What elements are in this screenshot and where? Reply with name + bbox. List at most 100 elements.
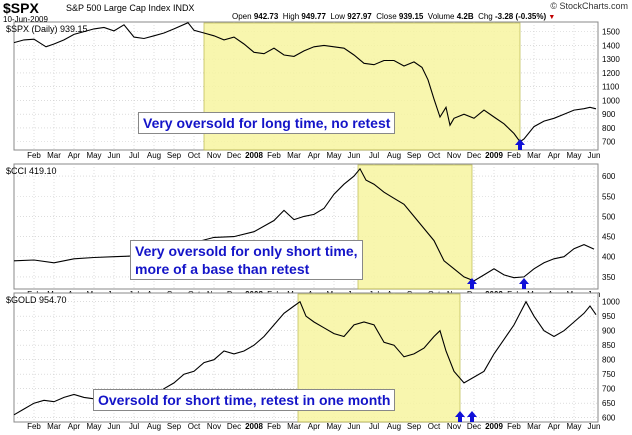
y-tick-label: 600	[602, 414, 616, 423]
volume-label: Volume	[427, 12, 455, 21]
x-tick-label: Jul	[369, 422, 379, 431]
y-tick-label: 1100	[602, 83, 620, 92]
x-tick-label: Feb	[27, 151, 41, 160]
y-tick-label: 450	[602, 233, 616, 242]
x-tick-label: 2008	[245, 422, 263, 431]
exchange: INDX	[172, 3, 195, 13]
y-tick-label: 950	[602, 312, 616, 321]
x-tick-label: Jun	[588, 422, 601, 431]
y-tick-label: 700	[602, 138, 616, 147]
x-tick-label: Nov	[207, 151, 221, 160]
panel-label-gold: $GOLD 954.70	[6, 295, 67, 305]
close-label: Close	[376, 12, 397, 21]
price-line	[13, 22, 597, 143]
x-tick-label: Dec	[227, 422, 241, 431]
y-tick-label: 850	[602, 341, 616, 350]
x-tick-label: Apr	[308, 151, 321, 160]
x-tick-label: Apr	[308, 422, 321, 431]
up-arrow-icon	[467, 278, 477, 289]
x-tick-label: Sep	[167, 422, 182, 431]
x-tick-label: Jun	[588, 151, 601, 160]
x-tick-label: 2009	[485, 151, 503, 160]
x-tick-label: May	[86, 422, 101, 431]
x-tick-label: Aug	[147, 422, 161, 431]
x-tick-label: Aug	[387, 151, 401, 160]
x-tick-label: Oct	[188, 422, 201, 431]
y-tick-label: 350	[602, 273, 616, 282]
x-tick-label: Mar	[47, 422, 61, 431]
y-tick-label: 1500	[602, 28, 620, 37]
x-tick-label: Apr	[548, 151, 561, 160]
x-tick-label: Apr	[548, 422, 561, 431]
quote-date: 10-Jun-2009	[3, 15, 48, 24]
y-tick-label: 550	[602, 192, 616, 201]
x-tick-label: Dec	[227, 151, 241, 160]
x-tick-label: Jun	[108, 422, 121, 431]
annotation-cci-line1: Very oversold for only short time,	[135, 243, 358, 259]
x-tick-label: Nov	[447, 151, 461, 160]
x-tick-label: Aug	[387, 422, 401, 431]
x-tick-label: Mar	[527, 151, 541, 160]
down-arrow-icon: ▼	[548, 14, 556, 21]
symbol-title: $SPX	[3, 0, 39, 16]
x-tick-label: May	[566, 151, 581, 160]
low-label: Low	[330, 12, 346, 21]
oversold-highlight	[357, 164, 473, 290]
x-tick-label: Jun	[348, 151, 361, 160]
up-arrow-icon	[519, 278, 529, 289]
y-tick-label: 750	[602, 370, 616, 379]
x-tick-label: Mar	[287, 422, 301, 431]
high-label: High	[282, 12, 300, 21]
up-arrow-icon	[467, 411, 477, 422]
y-tick-label: 1000	[602, 298, 620, 307]
x-tick-label: Oct	[428, 151, 441, 160]
x-tick-label: May	[326, 422, 341, 431]
x-tick-label: Jun	[348, 422, 361, 431]
x-tick-label: Nov	[447, 422, 461, 431]
symbol-description: S&P 500 Large Cap Index INDX	[66, 3, 194, 13]
index-name: S&P 500 Large Cap Index	[66, 3, 171, 13]
open-value: 942.73	[253, 12, 279, 21]
quote-bar: Open 942.73 High 949.77 Low 927.97 Close…	[232, 12, 555, 21]
close-value: 939.15	[398, 12, 424, 21]
x-tick-label: Mar	[527, 422, 541, 431]
y-tick-label: 1400	[602, 41, 620, 50]
y-tick-label: 400	[602, 253, 616, 262]
annotation-gold: Oversold for short time, retest in one m…	[93, 389, 396, 411]
y-tick-label: 800	[602, 356, 616, 365]
x-tick-label: Feb	[267, 422, 281, 431]
high-value: 949.77	[301, 12, 326, 21]
panel-label-spx: $SPX (Daily) 939.15	[6, 24, 88, 34]
y-tick-label: 500	[602, 212, 616, 221]
volume-value: 4.2B	[456, 12, 474, 21]
open-label: Open	[232, 12, 252, 21]
y-tick-label: 700	[602, 385, 616, 394]
y-tick-label: 600	[602, 172, 616, 181]
x-tick-label: May	[566, 422, 581, 431]
y-tick-label: 900	[602, 110, 616, 119]
low-value: 927.97	[347, 12, 372, 21]
annotation-spx: Very oversold for long time, no retest	[138, 112, 396, 134]
x-tick-label: Jul	[129, 422, 139, 431]
x-tick-label: Feb	[507, 422, 521, 431]
annotation-cci-line2: more of a base than retest	[135, 261, 310, 277]
y-tick-label: 800	[602, 124, 616, 133]
x-tick-label: Dec	[467, 422, 481, 431]
y-tick-label: 900	[602, 327, 616, 336]
panel-label-cci: $CCI 419.10	[6, 166, 57, 176]
x-tick-label: Jul	[129, 151, 139, 160]
annotation-cci: Very oversold for only short time, more o…	[130, 240, 363, 280]
y-tick-label: 1200	[602, 69, 620, 78]
x-tick-label: Nov	[207, 422, 221, 431]
x-tick-label: Sep	[407, 422, 422, 431]
x-tick-label: Jul	[369, 151, 379, 160]
x-tick-label: 2008	[245, 151, 263, 160]
x-tick-label: Mar	[287, 151, 301, 160]
x-tick-label: Dec	[467, 151, 481, 160]
x-tick-label: May	[86, 151, 101, 160]
x-tick-label: Aug	[147, 151, 161, 160]
x-tick-label: Oct	[428, 422, 441, 431]
x-tick-label: Feb	[507, 151, 521, 160]
y-tick-label: 1300	[602, 55, 620, 64]
